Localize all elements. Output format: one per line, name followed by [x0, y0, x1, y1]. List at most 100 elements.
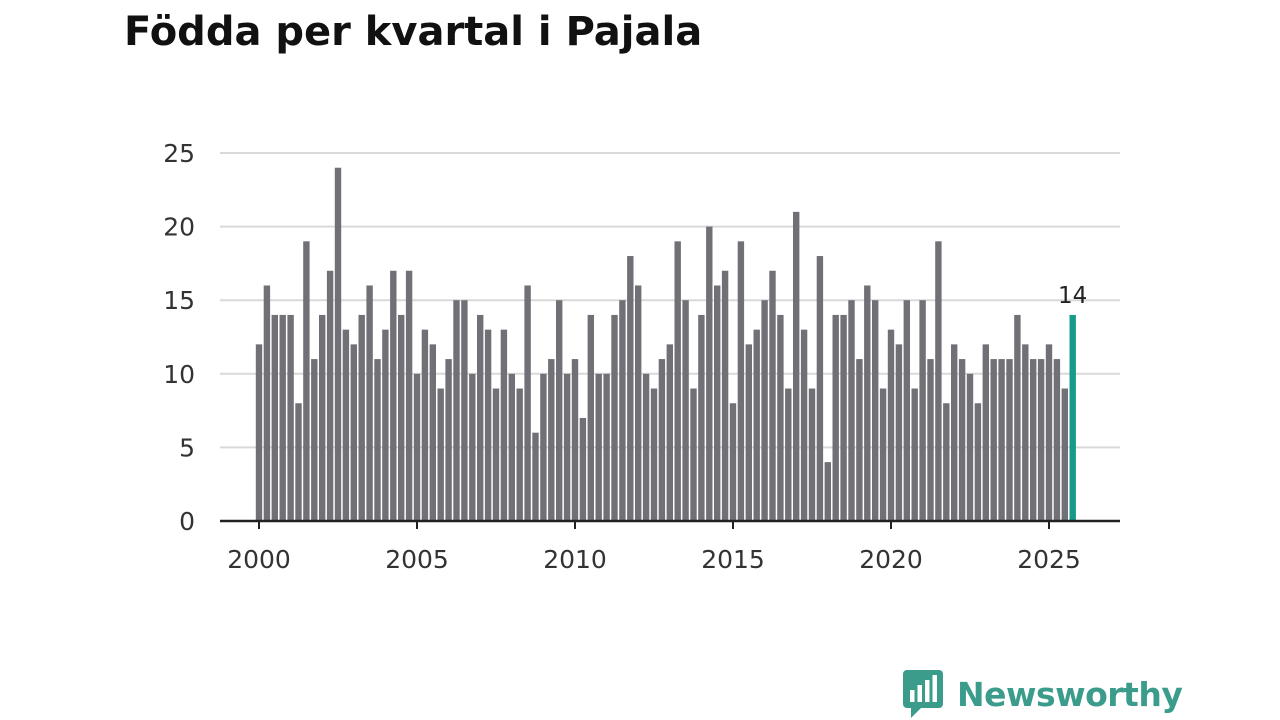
bar	[1053, 359, 1061, 521]
bar	[737, 241, 745, 521]
bar	[777, 314, 784, 521]
bar	[935, 241, 942, 521]
bar	[982, 344, 989, 521]
bar	[532, 432, 539, 521]
bar	[1061, 388, 1068, 521]
bar	[421, 329, 429, 521]
bar	[642, 373, 650, 521]
bar	[745, 344, 752, 521]
bar	[295, 403, 302, 521]
bar	[958, 359, 966, 521]
bar	[1006, 359, 1013, 521]
bar	[872, 300, 879, 521]
x-tick-label: 2015	[701, 545, 765, 574]
bar	[524, 285, 531, 521]
bar	[556, 300, 563, 521]
bar	[666, 344, 673, 521]
bar	[856, 359, 863, 521]
bar	[492, 388, 500, 521]
bar	[587, 314, 594, 521]
bar	[887, 329, 895, 521]
bar	[484, 329, 492, 521]
bar	[903, 300, 910, 521]
bar	[729, 403, 737, 521]
y-axis-tick-labels: 0 5 10 15 20 25	[163, 139, 195, 536]
x-tick-label: 2020	[859, 545, 923, 574]
bar	[382, 329, 389, 521]
bar	[287, 314, 294, 521]
bar	[563, 373, 571, 521]
y-tick-label: 25	[163, 139, 195, 168]
bar	[429, 344, 436, 521]
bar	[927, 359, 934, 521]
bar	[990, 359, 997, 521]
bar	[658, 359, 666, 521]
bar	[698, 314, 705, 521]
bar	[714, 285, 721, 521]
bar	[477, 314, 484, 521]
bar	[461, 300, 468, 521]
bar	[500, 329, 508, 521]
bar	[319, 314, 326, 521]
bar	[603, 373, 610, 521]
bar	[635, 285, 642, 521]
x-tick-label: 2010	[543, 545, 607, 574]
bar	[271, 314, 278, 521]
bar	[848, 300, 855, 521]
bar	[998, 359, 1005, 521]
bar	[761, 300, 768, 521]
bar	[516, 388, 523, 521]
bar	[374, 359, 381, 521]
bar	[263, 285, 271, 521]
bar	[793, 211, 800, 521]
bar	[690, 388, 697, 521]
bar	[1045, 344, 1053, 521]
bar	[966, 373, 974, 521]
x-axis-tick-labels: 2000 2005 2010 2015 2020 2025	[227, 545, 1081, 574]
bar	[824, 462, 831, 521]
bar	[895, 344, 903, 521]
bar	[919, 300, 926, 521]
bar	[785, 388, 792, 521]
bar	[911, 388, 918, 521]
bar	[706, 226, 713, 521]
bar	[840, 314, 847, 521]
bars	[255, 167, 1076, 521]
bar	[611, 314, 618, 521]
bar	[571, 359, 579, 521]
bar	[627, 256, 634, 521]
bar	[808, 388, 816, 521]
bar	[1022, 344, 1029, 521]
bar	[334, 167, 342, 521]
bar	[390, 270, 397, 521]
bar-chart-speech-bubble-icon	[903, 670, 943, 718]
logo-text: Newsworthy	[957, 674, 1183, 714]
highlight-bar	[1069, 314, 1076, 521]
y-tick-label: 5	[179, 433, 195, 462]
bar	[326, 270, 334, 521]
y-tick-label: 20	[163, 213, 195, 242]
bar	[595, 373, 602, 521]
bar	[1030, 359, 1037, 521]
x-axis-tick-marks	[258, 521, 1050, 529]
bar	[405, 270, 413, 521]
last-value-annotation: 14	[1058, 283, 1087, 309]
bar	[832, 314, 839, 521]
bar	[366, 285, 373, 521]
bar	[619, 300, 626, 521]
bar	[1014, 314, 1021, 521]
bar	[974, 403, 982, 521]
x-tick-label: 2005	[385, 545, 449, 574]
bar	[682, 300, 689, 521]
bar	[816, 256, 824, 521]
bar	[650, 388, 658, 521]
bar	[342, 329, 350, 521]
bar	[445, 359, 452, 521]
bar	[943, 403, 950, 521]
bar	[255, 344, 263, 521]
bar	[540, 373, 547, 521]
bar	[311, 359, 318, 521]
bar	[350, 344, 357, 521]
chart-title: Födda per kvartal i Pajala	[124, 9, 703, 55]
